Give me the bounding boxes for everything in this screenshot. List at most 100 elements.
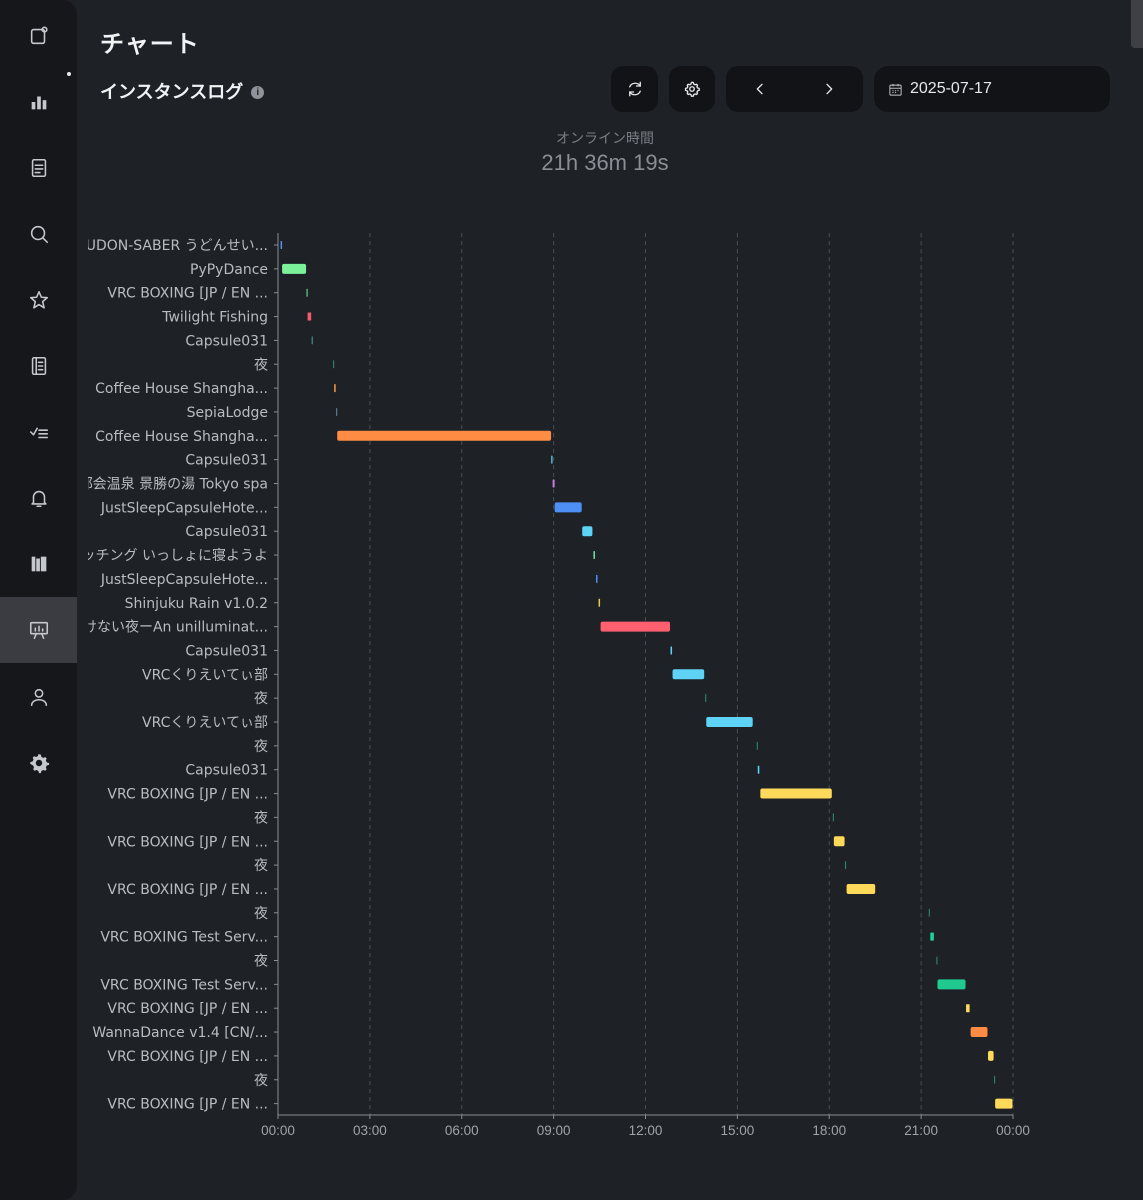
timeline-bar[interactable] <box>311 336 313 345</box>
y-tick-label: Capsule031 <box>185 643 268 659</box>
y-tick-label: 夜 <box>254 906 268 922</box>
chevron-left-icon <box>756 83 763 95</box>
timeline-bar[interactable] <box>582 526 593 537</box>
timeline-bar[interactable] <box>334 384 336 393</box>
y-tick-label: 夜 <box>254 691 268 707</box>
gear-icon <box>684 81 700 97</box>
presentation-chart-icon <box>29 621 48 640</box>
y-axis-labels: UDON-SABER うどんせい... PyPyDance VRC BOXING [… <box>68 238 268 1113</box>
sidebar-item-profile[interactable] <box>0 3 77 69</box>
timeline-bar[interactable] <box>987 1050 994 1061</box>
sidebar-item-search[interactable] <box>0 201 77 267</box>
calendar-icon <box>889 83 902 96</box>
timeline-bar[interactable] <box>970 1027 988 1038</box>
bell-icon <box>30 490 47 508</box>
sidebar-item-stats[interactable] <box>0 69 77 135</box>
timeline-bar[interactable] <box>337 430 552 441</box>
y-tick-label: JustSleepCapsuleHote... <box>100 500 268 516</box>
y-tick-label: VRC BOXING [JP / EN ... <box>107 1001 268 1017</box>
previous-day-button[interactable] <box>726 66 795 112</box>
y-tick-label: Capsule031 <box>185 524 268 540</box>
x-tick-label: 00:00 <box>261 1123 295 1138</box>
page-title: チャート <box>100 31 200 58</box>
sidebar-item-library[interactable] <box>0 531 77 597</box>
online-time-value: 21h 36m 19s <box>541 150 669 175</box>
timeline-bar[interactable] <box>966 1004 970 1013</box>
y-tick-label: 夜 <box>254 954 268 970</box>
timeline-bar[interactable] <box>307 312 312 321</box>
x-tick-label: 15:00 <box>720 1123 754 1138</box>
sidebar-item-notifications[interactable] <box>0 465 77 531</box>
date-navigation <box>726 66 863 112</box>
timeline-bar[interactable] <box>930 932 934 941</box>
timeline-bar[interactable] <box>936 956 938 965</box>
timeline-bar[interactable] <box>552 479 555 488</box>
timeline-bar[interactable] <box>670 646 673 655</box>
y-tick-label: VRC BOXING [JP / EN ... <box>107 787 268 803</box>
timeline-bar[interactable] <box>706 717 753 727</box>
sidebar-item-charts[interactable] <box>0 597 77 663</box>
y-tick-label: VRC BOXING Test Serv... <box>100 977 268 993</box>
x-tick-label: 00:00 <box>996 1123 1030 1138</box>
y-tick-label: Twilight Fishing <box>161 310 268 326</box>
y-tick-label: VRC BOXING [JP / EN ... <box>107 834 268 850</box>
timeline-bar[interactable] <box>551 455 553 464</box>
y-tick-label: 明けない夜ーAn unilluminat... <box>69 620 268 636</box>
online-time-label: オンライン時間 <box>556 130 654 146</box>
sidebar-item-documents[interactable] <box>0 135 77 201</box>
sidebar-item-favorites[interactable] <box>0 267 77 333</box>
y-tick-label: Capsule031 <box>185 333 268 349</box>
scrollbar[interactable] <box>1131 0 1143 48</box>
x-tick-label: 18:00 <box>812 1123 846 1138</box>
refresh-button[interactable] <box>611 66 658 112</box>
timeline-bar[interactable] <box>833 836 845 847</box>
y-tick-label: VRC BOXING [JP / EN ... <box>107 882 268 898</box>
y-tick-label: 夜 <box>254 357 268 373</box>
timeline-bar[interactable] <box>333 360 335 369</box>
timeline-bar[interactable] <box>598 598 601 607</box>
x-tick-label: 06:00 <box>445 1123 479 1138</box>
timeline-bar[interactable] <box>336 407 338 416</box>
timeline-bar[interactable] <box>593 551 595 560</box>
sidebar-item-settings[interactable] <box>0 730 77 796</box>
timeline-bar[interactable] <box>994 1075 996 1084</box>
timeline-bar[interactable] <box>595 574 598 583</box>
timeline-bar[interactable] <box>995 1098 1013 1109</box>
chart-settings-button[interactable] <box>669 66 715 112</box>
x-axis-labels: 00:00 03:00 06:00 09:00 12:00 15:00 18:00 21:00… <box>261 1115 1030 1138</box>
y-tick-label: 夜 <box>254 858 268 874</box>
timeline-bar[interactable] <box>760 788 832 799</box>
timeline-bar[interactable] <box>705 694 707 703</box>
sidebar-item-notebook[interactable] <box>0 333 77 399</box>
timeline-bar[interactable] <box>280 241 283 249</box>
sidebar <box>0 0 77 1200</box>
timeline-bar[interactable] <box>757 765 760 774</box>
x-tick-label: 12:00 <box>629 1123 663 1138</box>
star-icon <box>29 290 48 309</box>
y-tick-label: VRC BOXING Test Serv... <box>100 930 268 946</box>
sidebar-item-profile-user[interactable] <box>0 664 77 730</box>
y-tick-label: マッチング いっしょに寝ようよ <box>68 547 268 564</box>
y-tick-label: JustSleepCapsuleHote... <box>100 572 268 588</box>
timeline-bar[interactable] <box>600 621 670 632</box>
x-tick-label: 03:00 <box>353 1123 387 1138</box>
section-title: インスタンスログ i <box>100 78 265 104</box>
timeline-bar[interactable] <box>937 979 966 990</box>
date-picker[interactable]: 2025-07-17 <box>874 66 1110 112</box>
sidebar-item-checklist[interactable] <box>0 399 77 465</box>
timeline-bar[interactable] <box>845 861 847 870</box>
timeline-bar[interactable] <box>928 908 930 917</box>
next-day-button[interactable] <box>795 66 864 112</box>
timeline-bar[interactable] <box>554 502 582 513</box>
timeline-bar[interactable] <box>672 669 705 680</box>
info-icon[interactable]: i <box>251 86 265 99</box>
timeline-bar[interactable] <box>306 288 308 297</box>
y-tick-label: WannaDance v1.4 [CN/... <box>92 1025 268 1041</box>
timeline-bar[interactable] <box>846 883 876 894</box>
chart-grid <box>274 233 1014 1116</box>
gear-icon <box>29 753 49 774</box>
timeline-bar[interactable] <box>832 813 834 822</box>
checklist-icon <box>29 427 48 439</box>
timeline-bar[interactable] <box>756 741 758 750</box>
timeline-bar[interactable] <box>282 263 307 274</box>
